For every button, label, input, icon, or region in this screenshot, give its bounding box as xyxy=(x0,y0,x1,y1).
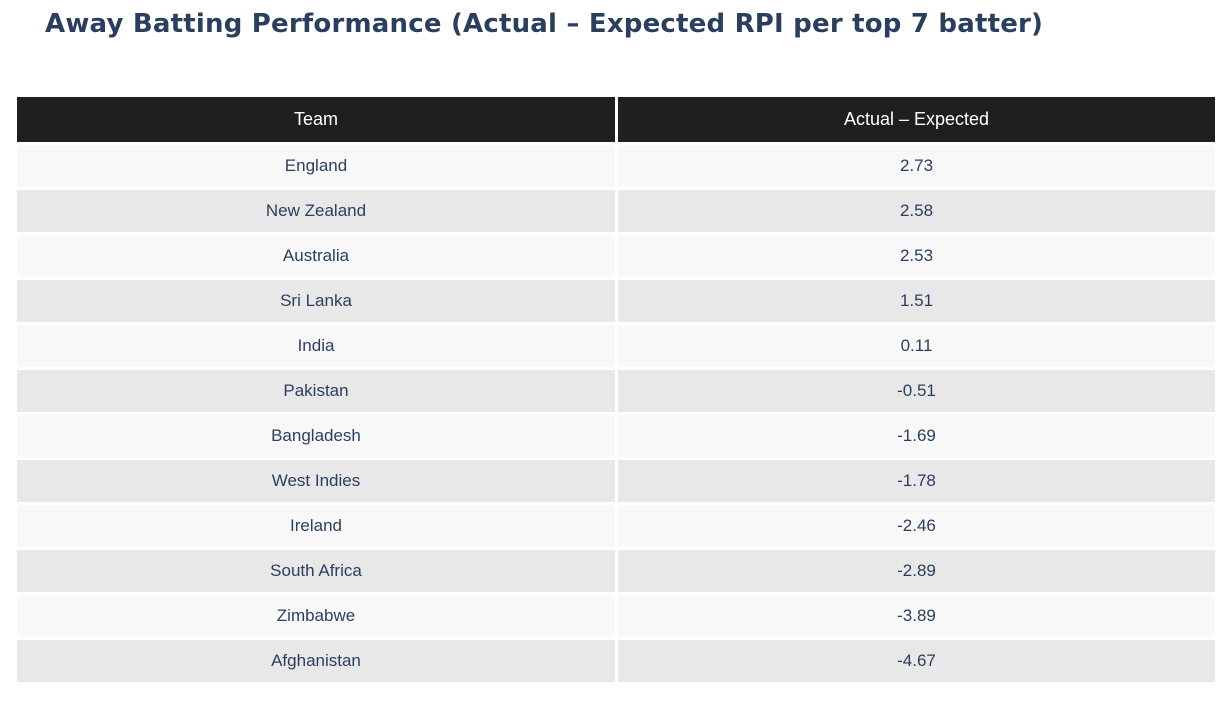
table-row-south-africa: South Africa -2.89 xyxy=(17,550,1215,592)
value-cell: -1.69 xyxy=(618,415,1215,457)
table-row-ireland: Ireland -2.46 xyxy=(17,505,1215,547)
table-row-pakistan: Pakistan -0.51 xyxy=(17,370,1215,412)
team-cell: Pakistan xyxy=(17,370,615,412)
team-cell: New Zealand xyxy=(17,190,615,232)
table-row-afghanistan: Afghanistan -4.67 xyxy=(17,640,1215,682)
value-cell: 2.58 xyxy=(618,190,1215,232)
chart-title: Away Batting Performance (Actual – Expec… xyxy=(45,9,1044,39)
team-cell: Sri Lanka xyxy=(17,280,615,322)
column-header-team: Team xyxy=(17,97,615,142)
team-cell: India xyxy=(17,325,615,367)
value-cell: -0.51 xyxy=(618,370,1215,412)
column-header-actual-expected: Actual – Expected xyxy=(618,97,1215,142)
value-cell: 2.73 xyxy=(618,145,1215,187)
value-cell: -1.78 xyxy=(618,460,1215,502)
value-cell: 1.51 xyxy=(618,280,1215,322)
team-cell: South Africa xyxy=(17,550,615,592)
table-row-sri-lanka: Sri Lanka 1.51 xyxy=(17,280,1215,322)
table-row-new-zealand: New Zealand 2.58 xyxy=(17,190,1215,232)
table-row-england: England 2.73 xyxy=(17,145,1215,187)
team-cell: Australia xyxy=(17,235,615,277)
table-row-bangladesh: Bangladesh -1.69 xyxy=(17,415,1215,457)
team-cell: Zimbabwe xyxy=(17,595,615,637)
value-cell: 2.53 xyxy=(618,235,1215,277)
table-row-west-indies: West Indies -1.78 xyxy=(17,460,1215,502)
team-cell: West Indies xyxy=(17,460,615,502)
table-row-zimbabwe: Zimbabwe -3.89 xyxy=(17,595,1215,637)
team-cell: Ireland xyxy=(17,505,615,547)
table-header-row: Team Actual – Expected xyxy=(17,97,1215,142)
value-cell: -4.67 xyxy=(618,640,1215,682)
value-cell: -3.89 xyxy=(618,595,1215,637)
table-row-india: India 0.11 xyxy=(17,325,1215,367)
performance-table: Team Actual – Expected England 2.73 New … xyxy=(17,97,1215,685)
team-cell: Afghanistan xyxy=(17,640,615,682)
value-cell: -2.46 xyxy=(618,505,1215,547)
table-row-australia: Australia 2.53 xyxy=(17,235,1215,277)
team-cell: Bangladesh xyxy=(17,415,615,457)
value-cell: 0.11 xyxy=(618,325,1215,367)
value-cell: -2.89 xyxy=(618,550,1215,592)
team-cell: England xyxy=(17,145,615,187)
